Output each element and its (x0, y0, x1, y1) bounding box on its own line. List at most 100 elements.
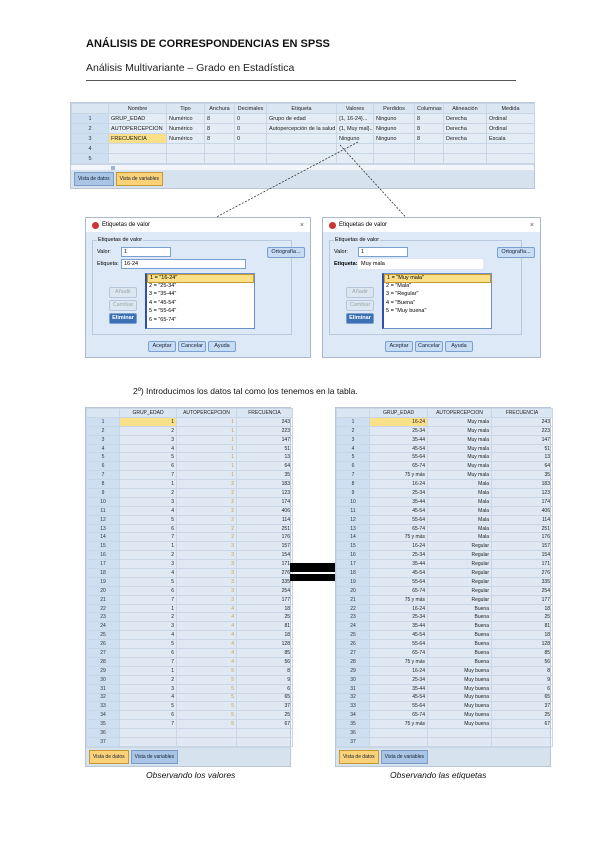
frequency-cell[interactable]: 157 (491, 541, 553, 552)
age-cell[interactable]: 1 (119, 603, 177, 614)
health-cell[interactable]: Mala (427, 523, 492, 534)
frequency-cell[interactable]: 243 (491, 416, 553, 427)
health-cell[interactable]: 4 (176, 648, 237, 658)
column-header[interactable]: FRECUENCIA (491, 408, 553, 418)
frequency-cell[interactable]: 85 (236, 648, 293, 658)
frequency-cell[interactable]: 25 (491, 710, 553, 721)
frequency-cell[interactable]: 18 (236, 630, 293, 641)
row-number[interactable]: 12 (336, 514, 370, 525)
health-cell[interactable]: Muy mala (427, 470, 492, 481)
age-cell[interactable]: 4 (119, 692, 177, 703)
frequency-cell[interactable]: 276 (236, 568, 293, 578)
frequency-cell[interactable]: 9 (491, 674, 553, 685)
health-cell[interactable]: 4 (176, 612, 237, 623)
health-cell[interactable]: 5 (176, 701, 237, 712)
health-cell[interactable]: 3 (176, 594, 237, 605)
frequency-cell[interactable]: 81 (491, 621, 553, 632)
health-cell[interactable]: 4 (176, 639, 237, 650)
age-cell[interactable]: 35-44 (369, 434, 428, 445)
age-cell[interactable]: 2 (119, 612, 177, 623)
age-cell[interactable]: 3 (119, 683, 177, 694)
row-number[interactable]: 10 (336, 496, 370, 507)
age-cell[interactable]: 75 y más (369, 594, 428, 605)
row-number[interactable]: 33 (336, 701, 370, 712)
age-cell[interactable]: 16-24 (369, 416, 428, 427)
frequency-cell[interactable]: 177 (491, 594, 553, 605)
health-cell[interactable]: Regular (427, 568, 492, 578)
ok-button[interactable]: Aceptar (148, 341, 176, 352)
age-cell[interactable]: 6 (119, 585, 177, 596)
row-number[interactable]: 29 (336, 665, 370, 676)
help-button[interactable]: Ayuda (445, 341, 473, 352)
frequency-cell[interactable]: 147 (236, 434, 293, 445)
frequency-cell[interactable]: 18 (491, 630, 553, 641)
health-cell[interactable]: 2 (176, 514, 237, 525)
row-number[interactable]: 28 (336, 656, 370, 667)
frequency-cell[interactable]: 251 (236, 523, 293, 534)
age-cell[interactable]: 1 (119, 665, 177, 676)
age-cell[interactable]: 25-34 (369, 425, 428, 436)
health-cell[interactable]: Mala (427, 505, 492, 516)
empty-cell[interactable] (427, 736, 492, 747)
age-cell[interactable]: 55-64 (369, 514, 428, 525)
age-cell[interactable]: 6 (119, 523, 177, 534)
frequency-cell[interactable]: 114 (491, 514, 553, 525)
row-number[interactable]: 2 (86, 425, 120, 436)
row-number[interactable]: 7 (86, 470, 120, 481)
health-cell[interactable]: 3 (176, 559, 237, 570)
frequency-cell[interactable]: 254 (236, 585, 293, 596)
frequency-cell[interactable]: 18 (236, 603, 293, 614)
row-number[interactable]: 3 (336, 434, 370, 445)
frequency-cell[interactable]: 67 (236, 719, 293, 730)
list-item[interactable]: 6 = "65-74" (149, 316, 177, 323)
tab-variable-view[interactable]: Vista de variables (115, 172, 163, 186)
health-cell[interactable]: Regular (427, 541, 492, 552)
frequency-cell[interactable]: 128 (491, 639, 553, 650)
row-number[interactable]: 13 (336, 523, 370, 534)
row-number[interactable]: 8 (86, 479, 120, 490)
row-number[interactable]: 22 (336, 603, 370, 614)
corner-cell[interactable] (86, 408, 120, 418)
health-cell[interactable]: Regular (427, 550, 492, 561)
empty-cell[interactable] (119, 728, 177, 738)
row-number[interactable]: 24 (86, 621, 120, 632)
remove-button[interactable]: Eliminar (346, 313, 374, 324)
column-header[interactable]: GRUP_EDAD (369, 408, 428, 418)
health-cell[interactable]: Muy mala (427, 425, 492, 436)
row-number[interactable]: 8 (336, 479, 370, 490)
ok-button[interactable]: Aceptar (385, 341, 413, 352)
row-number[interactable]: 32 (336, 692, 370, 703)
row-number[interactable]: 21 (336, 594, 370, 605)
age-cell[interactable]: 6 (119, 710, 177, 721)
age-cell[interactable]: 3 (119, 434, 177, 445)
row-number[interactable]: 16 (86, 550, 120, 561)
list-item[interactable]: 5 = "Muy buena" (386, 308, 427, 314)
row-number[interactable]: 29 (86, 665, 120, 676)
list-item[interactable]: 2 = "Mala" (386, 282, 412, 289)
age-cell[interactable]: 55-64 (369, 639, 428, 650)
frequency-cell[interactable]: 157 (236, 541, 293, 552)
health-cell[interactable]: 3 (176, 585, 237, 596)
frequency-cell[interactable]: 174 (236, 496, 293, 507)
age-cell[interactable]: 75 y más (369, 656, 428, 667)
tab-data-view[interactable]: Vista de datos (74, 172, 114, 186)
age-cell[interactable]: 75 y más (369, 470, 428, 481)
list-item[interactable]: 1 = "16-24" (147, 274, 254, 283)
frequency-cell[interactable]: 25 (491, 612, 553, 623)
health-cell[interactable]: Muy buena (427, 701, 492, 712)
tab-data-view[interactable]: Vista de datos (89, 750, 129, 764)
age-cell[interactable]: 1 (119, 479, 177, 490)
health-cell[interactable]: 2 (176, 523, 237, 534)
frequency-cell[interactable]: 183 (491, 479, 553, 490)
row-number[interactable]: 20 (336, 585, 370, 596)
row-number[interactable]: 23 (86, 612, 120, 623)
frequency-cell[interactable]: 51 (491, 443, 553, 454)
empty-cell[interactable] (236, 736, 293, 747)
health-cell[interactable]: Mala (427, 488, 492, 498)
health-cell[interactable]: 2 (176, 496, 237, 507)
age-cell[interactable]: 16-24 (369, 479, 428, 490)
value-input[interactable]: 1 (358, 247, 408, 257)
health-cell[interactable]: Regular (427, 585, 492, 596)
row-number[interactable]: 37 (336, 736, 370, 747)
health-cell[interactable]: Muy buena (427, 665, 492, 676)
